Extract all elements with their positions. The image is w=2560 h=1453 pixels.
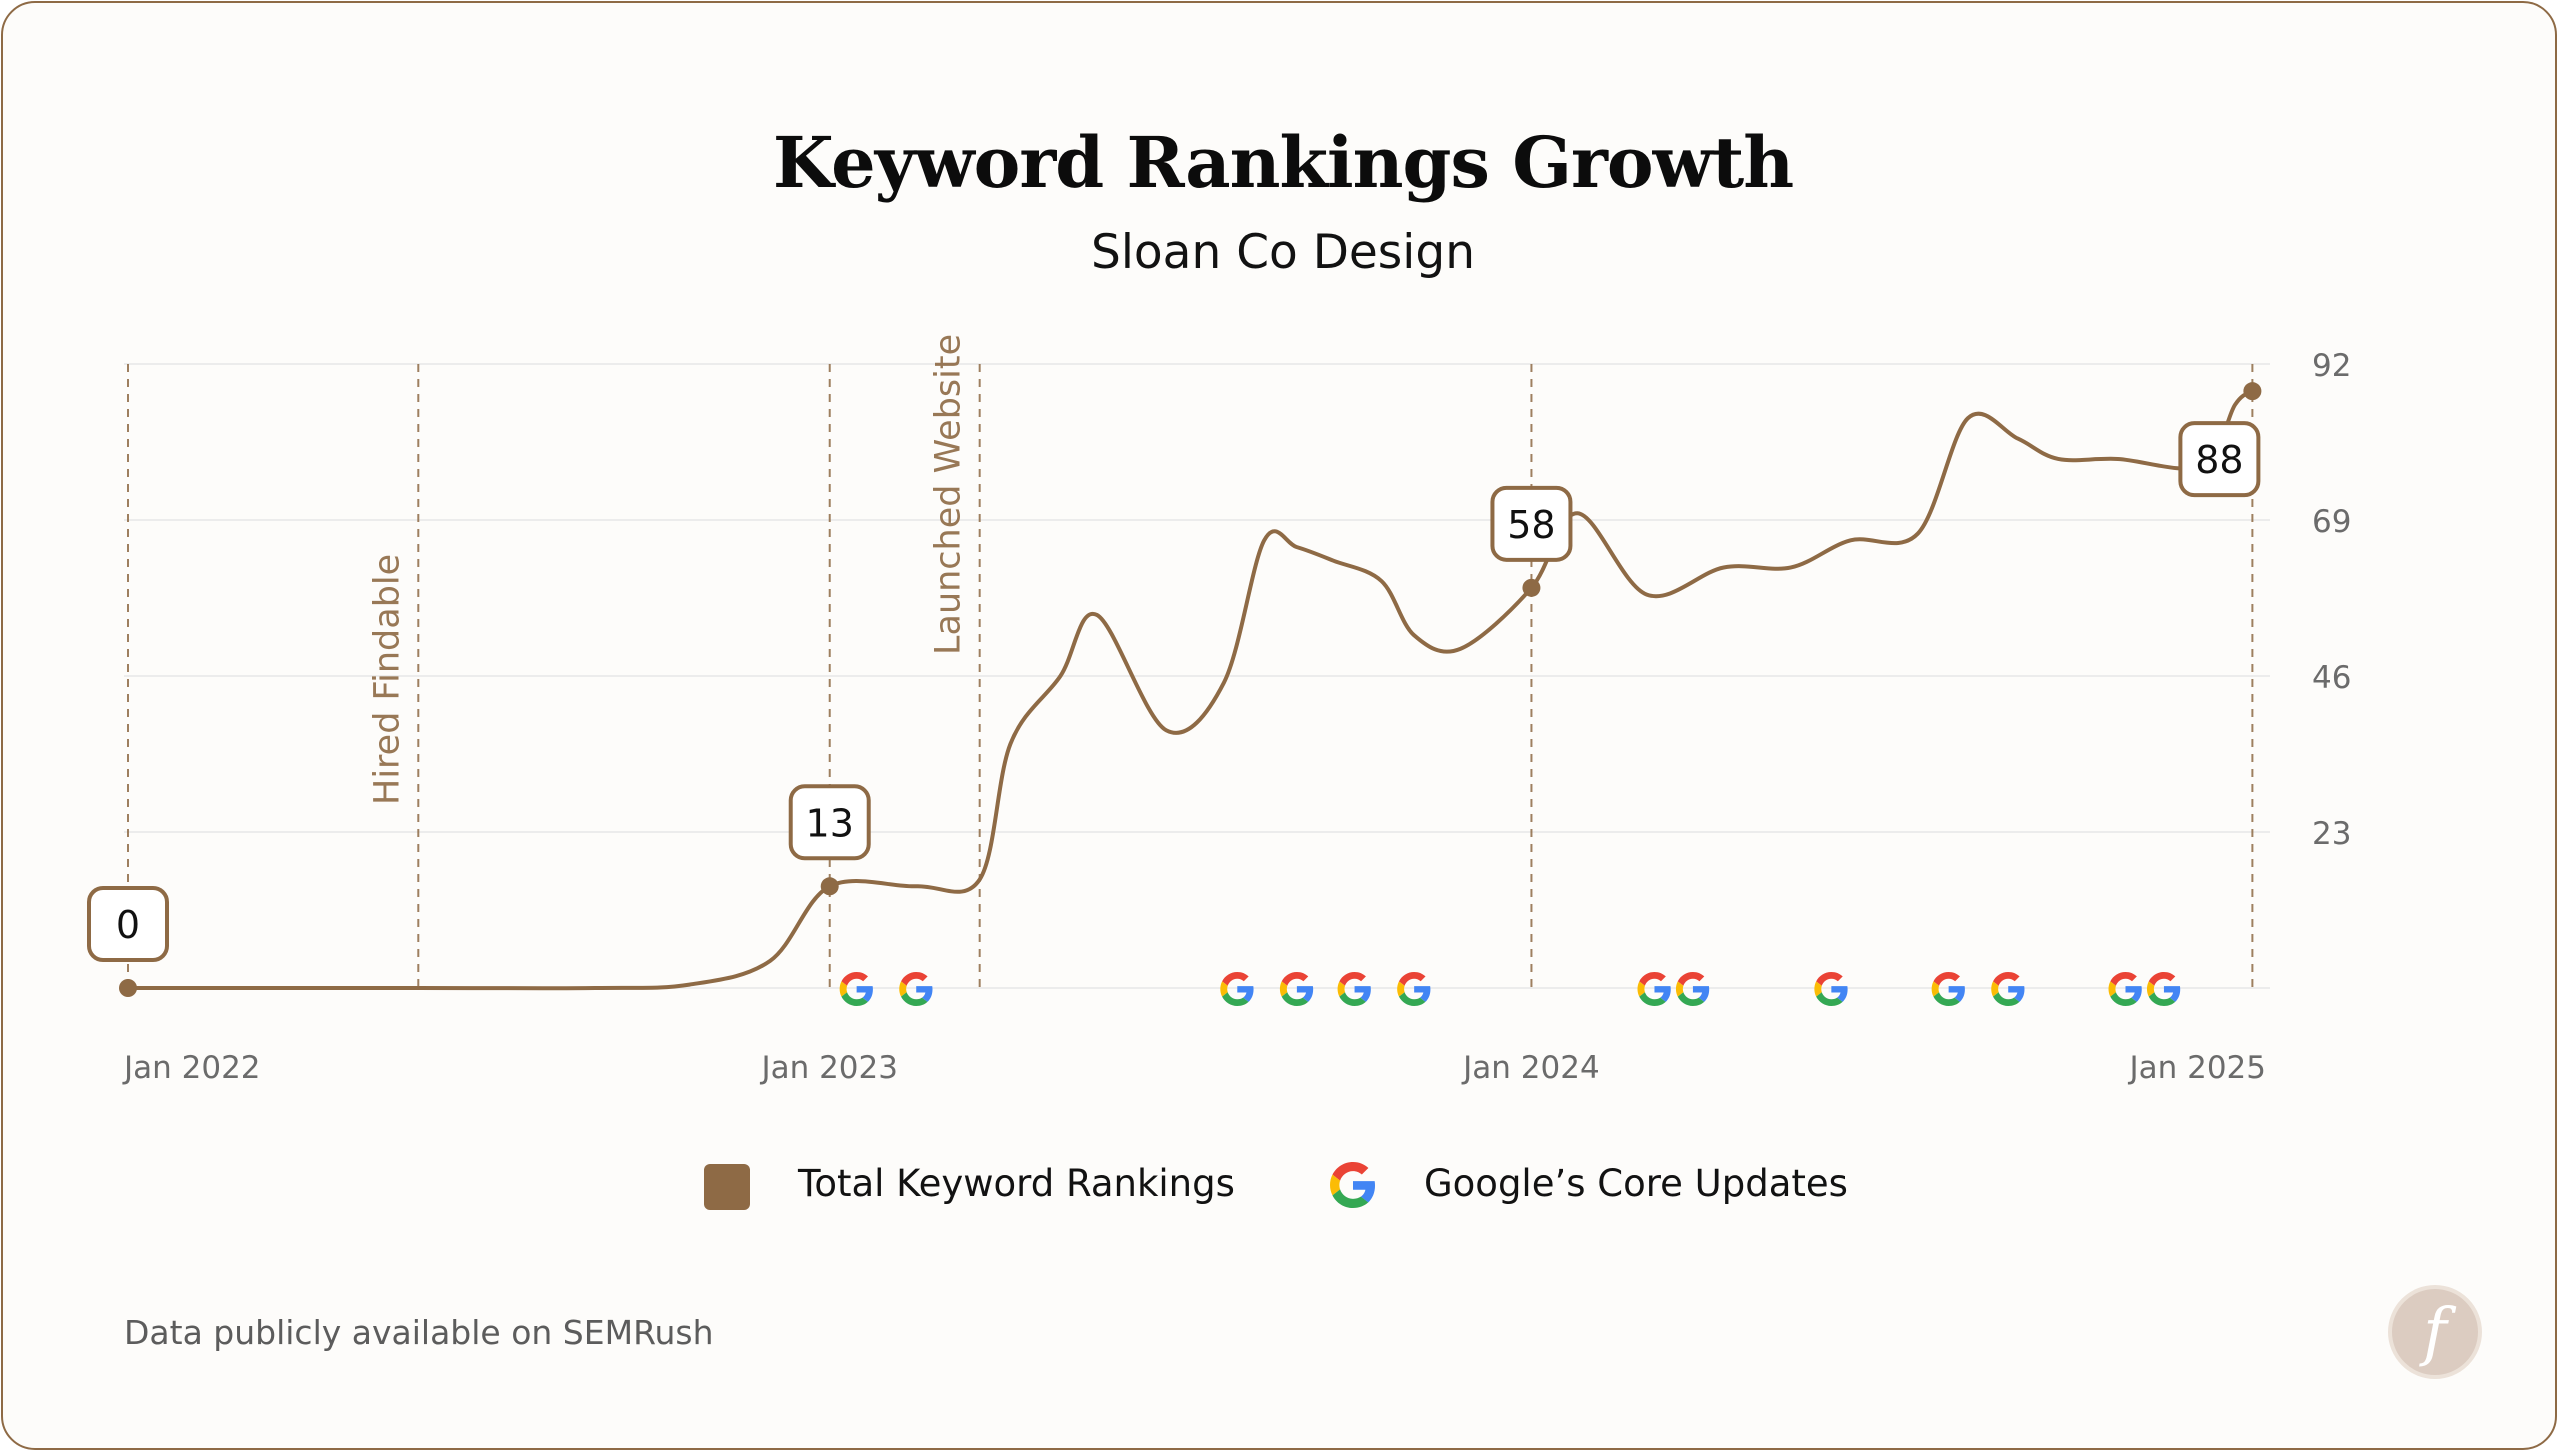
- data-label-box: [788, 784, 871, 861]
- legend-swatch-keyword-rankings: [704, 1164, 750, 1210]
- source-note: Data publicly available on SEMRush: [124, 1313, 714, 1352]
- data-point: [119, 979, 137, 997]
- chart-subtitle: Sloan Co Design: [1091, 225, 1475, 280]
- google-g-icon: [1279, 972, 1314, 1006]
- google-g-icon: [1330, 1162, 1376, 1208]
- y-tick-label: 69: [2312, 504, 2351, 540]
- y-tick-label: 92: [2312, 348, 2351, 384]
- chart-title: Keyword Rankings Growth: [772, 121, 1794, 204]
- google-g-icon: [839, 972, 873, 1006]
- y-tick-label: 23: [2312, 816, 2351, 852]
- x-tick-label: Jan 2023: [759, 1050, 898, 1086]
- x-tick-label: Jan 2025: [2127, 1050, 2266, 1086]
- data-point: [2243, 382, 2262, 401]
- data-label: 13: [806, 801, 854, 845]
- google-g-icon: [1991, 972, 2025, 1006]
- data-point: [1522, 578, 1541, 597]
- data-label: 58: [1507, 503, 1555, 547]
- annotation-label: Launched Website: [929, 334, 969, 655]
- google-g-icon: [1675, 972, 1710, 1006]
- findable-logo: f: [2388, 1285, 2482, 1379]
- google-g-icon: [1397, 972, 1431, 1006]
- data-label-box: [87, 886, 169, 962]
- google-g-icon: [1814, 972, 1848, 1006]
- data-label: 0: [116, 903, 140, 947]
- x-tick-label: Jan 2022: [122, 1050, 261, 1086]
- legend-label-core-updates: Google’s Core Updates: [1424, 1162, 1848, 1205]
- x-tick-label: Jan 2024: [1461, 1050, 1600, 1086]
- data-label-box: [1490, 485, 1573, 562]
- data-point: [820, 877, 839, 896]
- data-label: 88: [2195, 438, 2243, 482]
- series-line-keyword-rankings: [128, 389, 2254, 991]
- google-g-icon: [1220, 972, 1254, 1006]
- data-label-box: [2178, 421, 2261, 498]
- google-g-icon: [1931, 972, 1965, 1006]
- annotation-label: Hired Findable: [367, 554, 407, 805]
- google-g-icon: [1637, 972, 1671, 1006]
- legend: Total Keyword Rankings Google’s Core Upd…: [0, 1160, 2560, 1220]
- google-g-icon: [2146, 972, 2181, 1006]
- y-tick-label: 46: [2312, 660, 2351, 696]
- google-g-icon: [2108, 972, 2142, 1006]
- google-g-icon: [899, 972, 933, 1006]
- google-g-icon: [1337, 972, 1371, 1006]
- legend-label-keyword-rankings: Total Keyword Rankings: [798, 1162, 1235, 1205]
